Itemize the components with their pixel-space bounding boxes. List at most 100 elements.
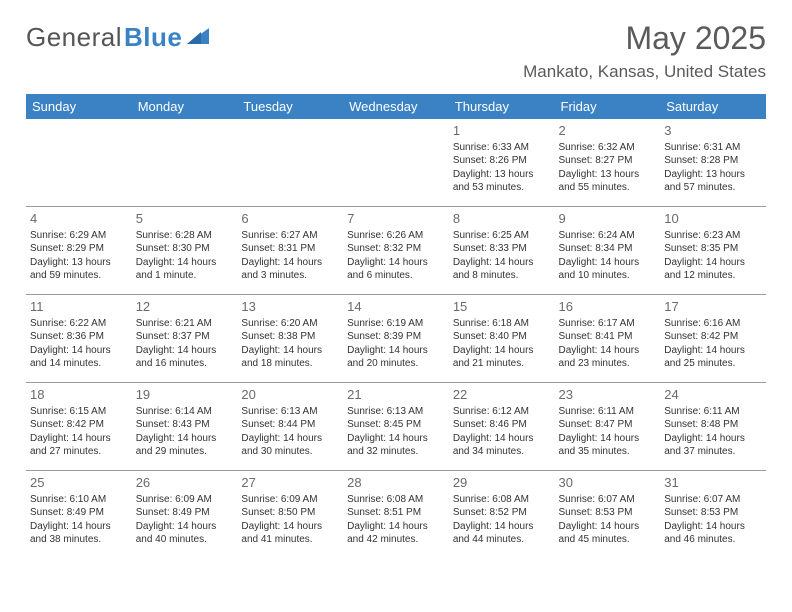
- header: General Blue May 2025 Mankato, Kansas, U…: [26, 22, 766, 82]
- sunset-text: Sunset: 8:53 PM: [664, 506, 762, 520]
- daylight-text-1: Daylight: 14 hours: [453, 256, 551, 270]
- daylight-text-2: and 8 minutes.: [453, 269, 551, 283]
- day-number: 13: [241, 298, 339, 316]
- calendar-cell: 31Sunrise: 6:07 AMSunset: 8:53 PMDayligh…: [660, 471, 766, 559]
- sunrise-text: Sunrise: 6:07 AM: [559, 493, 657, 507]
- daylight-text-1: Daylight: 14 hours: [453, 520, 551, 534]
- sunset-text: Sunset: 8:30 PM: [136, 242, 234, 256]
- daylight-text-1: Daylight: 14 hours: [559, 520, 657, 534]
- calendar-cell: 2Sunrise: 6:32 AMSunset: 8:27 PMDaylight…: [555, 119, 661, 207]
- sunrise-text: Sunrise: 6:28 AM: [136, 229, 234, 243]
- daylight-text-1: Daylight: 14 hours: [30, 344, 128, 358]
- sunrise-text: Sunrise: 6:19 AM: [347, 317, 445, 331]
- daylight-text-2: and 34 minutes.: [453, 445, 551, 459]
- daylight-text-1: Daylight: 13 hours: [453, 168, 551, 182]
- sunset-text: Sunset: 8:28 PM: [664, 154, 762, 168]
- daylight-text-1: Daylight: 14 hours: [559, 256, 657, 270]
- calendar-cell: 14Sunrise: 6:19 AMSunset: 8:39 PMDayligh…: [343, 295, 449, 383]
- sunset-text: Sunset: 8:39 PM: [347, 330, 445, 344]
- sunrise-text: Sunrise: 6:31 AM: [664, 141, 762, 155]
- daylight-text-2: and 41 minutes.: [241, 533, 339, 547]
- logo-text-blue: Blue: [124, 22, 182, 53]
- daylight-text-2: and 23 minutes.: [559, 357, 657, 371]
- calendar-page: General Blue May 2025 Mankato, Kansas, U…: [0, 0, 792, 612]
- sunset-text: Sunset: 8:47 PM: [559, 418, 657, 432]
- calendar-cell: 9Sunrise: 6:24 AMSunset: 8:34 PMDaylight…: [555, 207, 661, 295]
- calendar-cell: 16Sunrise: 6:17 AMSunset: 8:41 PMDayligh…: [555, 295, 661, 383]
- daylight-text-1: Daylight: 14 hours: [136, 520, 234, 534]
- calendar-cell: 19Sunrise: 6:14 AMSunset: 8:43 PMDayligh…: [132, 383, 238, 471]
- sunrise-text: Sunrise: 6:09 AM: [136, 493, 234, 507]
- daylight-text-2: and 3 minutes.: [241, 269, 339, 283]
- day-number: 28: [347, 474, 445, 492]
- sunset-text: Sunset: 8:41 PM: [559, 330, 657, 344]
- daylight-text-2: and 32 minutes.: [347, 445, 445, 459]
- daylight-text-1: Daylight: 14 hours: [664, 344, 762, 358]
- day-number: 10: [664, 210, 762, 228]
- daylight-text-2: and 45 minutes.: [559, 533, 657, 547]
- calendar-body: 1Sunrise: 6:33 AMSunset: 8:26 PMDaylight…: [26, 119, 766, 558]
- sunrise-text: Sunrise: 6:20 AM: [241, 317, 339, 331]
- daylight-text-1: Daylight: 14 hours: [136, 256, 234, 270]
- calendar-cell: 15Sunrise: 6:18 AMSunset: 8:40 PMDayligh…: [449, 295, 555, 383]
- day-header-mon: Monday: [132, 94, 238, 119]
- day-number: 5: [136, 210, 234, 228]
- daylight-text-1: Daylight: 14 hours: [559, 432, 657, 446]
- day-number: 6: [241, 210, 339, 228]
- day-number: 21: [347, 386, 445, 404]
- calendar-cell: 3Sunrise: 6:31 AMSunset: 8:28 PMDaylight…: [660, 119, 766, 207]
- day-number: 16: [559, 298, 657, 316]
- daylight-text-1: Daylight: 14 hours: [136, 432, 234, 446]
- sunrise-text: Sunrise: 6:08 AM: [453, 493, 551, 507]
- sunset-text: Sunset: 8:42 PM: [664, 330, 762, 344]
- location-text: Mankato, Kansas, United States: [523, 62, 766, 82]
- daylight-text-2: and 35 minutes.: [559, 445, 657, 459]
- calendar-cell: 25Sunrise: 6:10 AMSunset: 8:49 PMDayligh…: [26, 471, 132, 559]
- calendar-week-row: 18Sunrise: 6:15 AMSunset: 8:42 PMDayligh…: [26, 383, 766, 471]
- sunset-text: Sunset: 8:29 PM: [30, 242, 128, 256]
- daylight-text-1: Daylight: 14 hours: [30, 520, 128, 534]
- daylight-text-1: Daylight: 14 hours: [241, 256, 339, 270]
- day-number: 23: [559, 386, 657, 404]
- sunset-text: Sunset: 8:40 PM: [453, 330, 551, 344]
- calendar-cell: [26, 119, 132, 207]
- daylight-text-1: Daylight: 14 hours: [453, 432, 551, 446]
- calendar-cell: 29Sunrise: 6:08 AMSunset: 8:52 PMDayligh…: [449, 471, 555, 559]
- sunset-text: Sunset: 8:50 PM: [241, 506, 339, 520]
- daylight-text-2: and 25 minutes.: [664, 357, 762, 371]
- daylight-text-1: Daylight: 14 hours: [347, 520, 445, 534]
- calendar-table: Sunday Monday Tuesday Wednesday Thursday…: [26, 94, 766, 558]
- calendar-week-row: 4Sunrise: 6:29 AMSunset: 8:29 PMDaylight…: [26, 207, 766, 295]
- calendar-cell: 26Sunrise: 6:09 AMSunset: 8:49 PMDayligh…: [132, 471, 238, 559]
- day-number: 17: [664, 298, 762, 316]
- calendar-cell: 13Sunrise: 6:20 AMSunset: 8:38 PMDayligh…: [237, 295, 343, 383]
- day-number: 15: [453, 298, 551, 316]
- sunset-text: Sunset: 8:49 PM: [136, 506, 234, 520]
- sunrise-text: Sunrise: 6:13 AM: [347, 405, 445, 419]
- calendar-cell: 27Sunrise: 6:09 AMSunset: 8:50 PMDayligh…: [237, 471, 343, 559]
- sunrise-text: Sunrise: 6:32 AM: [559, 141, 657, 155]
- sunrise-text: Sunrise: 6:23 AM: [664, 229, 762, 243]
- sunrise-text: Sunrise: 6:09 AM: [241, 493, 339, 507]
- calendar-cell: 11Sunrise: 6:22 AMSunset: 8:36 PMDayligh…: [26, 295, 132, 383]
- calendar-week-row: 11Sunrise: 6:22 AMSunset: 8:36 PMDayligh…: [26, 295, 766, 383]
- daylight-text-1: Daylight: 14 hours: [664, 520, 762, 534]
- calendar-cell: 20Sunrise: 6:13 AMSunset: 8:44 PMDayligh…: [237, 383, 343, 471]
- sunrise-text: Sunrise: 6:15 AM: [30, 405, 128, 419]
- day-number: 9: [559, 210, 657, 228]
- calendar-cell: 28Sunrise: 6:08 AMSunset: 8:51 PMDayligh…: [343, 471, 449, 559]
- daylight-text-2: and 18 minutes.: [241, 357, 339, 371]
- sunrise-text: Sunrise: 6:08 AM: [347, 493, 445, 507]
- daylight-text-1: Daylight: 14 hours: [664, 256, 762, 270]
- day-number: 12: [136, 298, 234, 316]
- calendar-cell: 10Sunrise: 6:23 AMSunset: 8:35 PMDayligh…: [660, 207, 766, 295]
- daylight-text-2: and 6 minutes.: [347, 269, 445, 283]
- sunset-text: Sunset: 8:49 PM: [30, 506, 128, 520]
- daylight-text-2: and 40 minutes.: [136, 533, 234, 547]
- sunrise-text: Sunrise: 6:18 AM: [453, 317, 551, 331]
- day-number: 4: [30, 210, 128, 228]
- day-number: 3: [664, 122, 762, 140]
- daylight-text-1: Daylight: 14 hours: [559, 344, 657, 358]
- calendar-cell: 4Sunrise: 6:29 AMSunset: 8:29 PMDaylight…: [26, 207, 132, 295]
- calendar-cell: 24Sunrise: 6:11 AMSunset: 8:48 PMDayligh…: [660, 383, 766, 471]
